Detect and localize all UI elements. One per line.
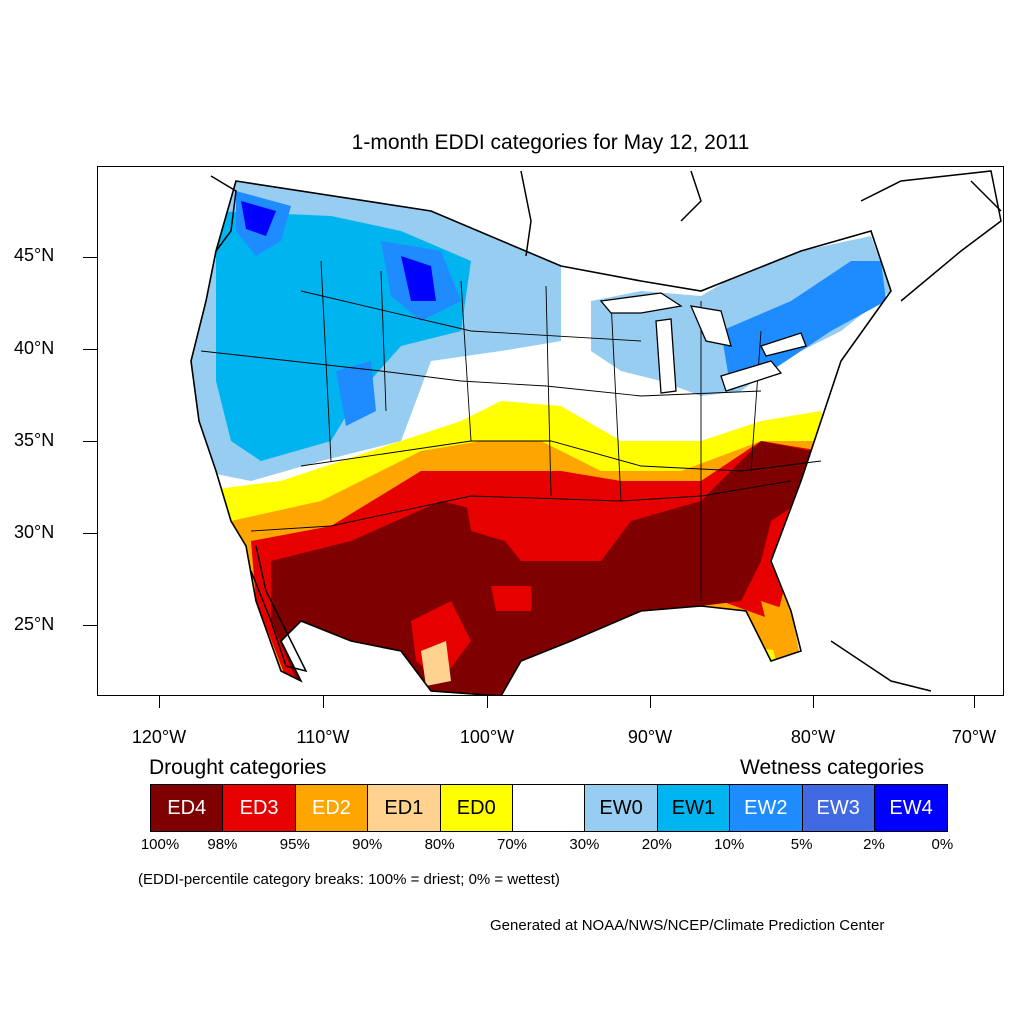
eddi-field: [191, 181, 891, 695]
lat-tick: [83, 625, 97, 626]
lon-label: 110°W: [296, 727, 350, 747]
legend-swatch: EW2: [730, 785, 803, 831]
great-lakes: [599, 292, 807, 394]
lon-tick: [159, 696, 160, 708]
legend-swatch: ED0: [440, 785, 513, 831]
lat-label: 45°N: [14, 245, 55, 265]
lon-tick: [487, 696, 488, 708]
legend-swatch: ED4: [151, 785, 224, 831]
break-label: 5%: [790, 836, 813, 853]
break-label: 80%: [424, 836, 455, 853]
lon-label: 100°W: [459, 727, 515, 747]
break-label: 20%: [641, 836, 672, 853]
lon-label: 80°W: [790, 727, 836, 747]
lat-label: 30°N: [14, 522, 55, 542]
lat-tick: [83, 349, 97, 350]
lat-label: 25°N: [14, 614, 55, 634]
lat-tick: [83, 257, 97, 258]
legend-swatch: EW1: [657, 785, 731, 831]
map-title: 1-month EDDI categories for May 12, 2011: [351, 131, 750, 154]
break-label: 2%: [863, 836, 885, 853]
lon-tick: [813, 696, 814, 708]
break-label: 10%: [714, 836, 745, 853]
break-label: 95%: [279, 836, 310, 853]
coastlines: [210, 170, 1002, 692]
legend-swatch: EW0: [585, 785, 658, 831]
break-label: 100%: [140, 836, 180, 853]
legend-swatch: EW4: [874, 785, 948, 831]
legend-swatch: ED3: [223, 785, 296, 831]
lat-label: 35°N: [14, 430, 55, 450]
drought-heading: Drought categories: [149, 756, 327, 779]
lon-tick: [323, 696, 324, 708]
wetness-heading: Wetness categories: [740, 756, 925, 779]
map-canvas: [190, 170, 1002, 695]
lat-label: 40°N: [14, 338, 55, 358]
legend-swatch: [512, 785, 586, 831]
legend-swatch: ED1: [368, 785, 441, 831]
lon-label: 70°W: [951, 727, 997, 747]
credit-line: Generated at NOAA/NWS/NCEP/Climate Predi…: [490, 917, 885, 934]
break-label: 30%: [569, 836, 600, 853]
break-label: 90%: [352, 836, 383, 853]
lon-tick: [650, 696, 651, 708]
lon-label: 90°W: [627, 727, 673, 747]
eddi-map: [97, 166, 1004, 696]
break-label: 98%: [207, 836, 238, 853]
break-label: 70%: [496, 836, 528, 853]
legend-swatch: EW3: [802, 785, 875, 831]
lat-tick: [83, 441, 97, 442]
lat-tick: [83, 533, 97, 534]
legend-swatch: ED2: [295, 785, 369, 831]
break-label: 0%: [931, 836, 954, 853]
category-legend: ED4 ED3 ED2 ED1 ED0 EW0 EW1 EW2 EW3 EW4: [150, 784, 949, 832]
category-note: (EDDI-percentile category breaks: 100% =…: [138, 871, 560, 888]
lon-label: 120°W: [131, 727, 187, 747]
lon-tick: [974, 696, 975, 708]
state-borders: [190, 180, 892, 695]
